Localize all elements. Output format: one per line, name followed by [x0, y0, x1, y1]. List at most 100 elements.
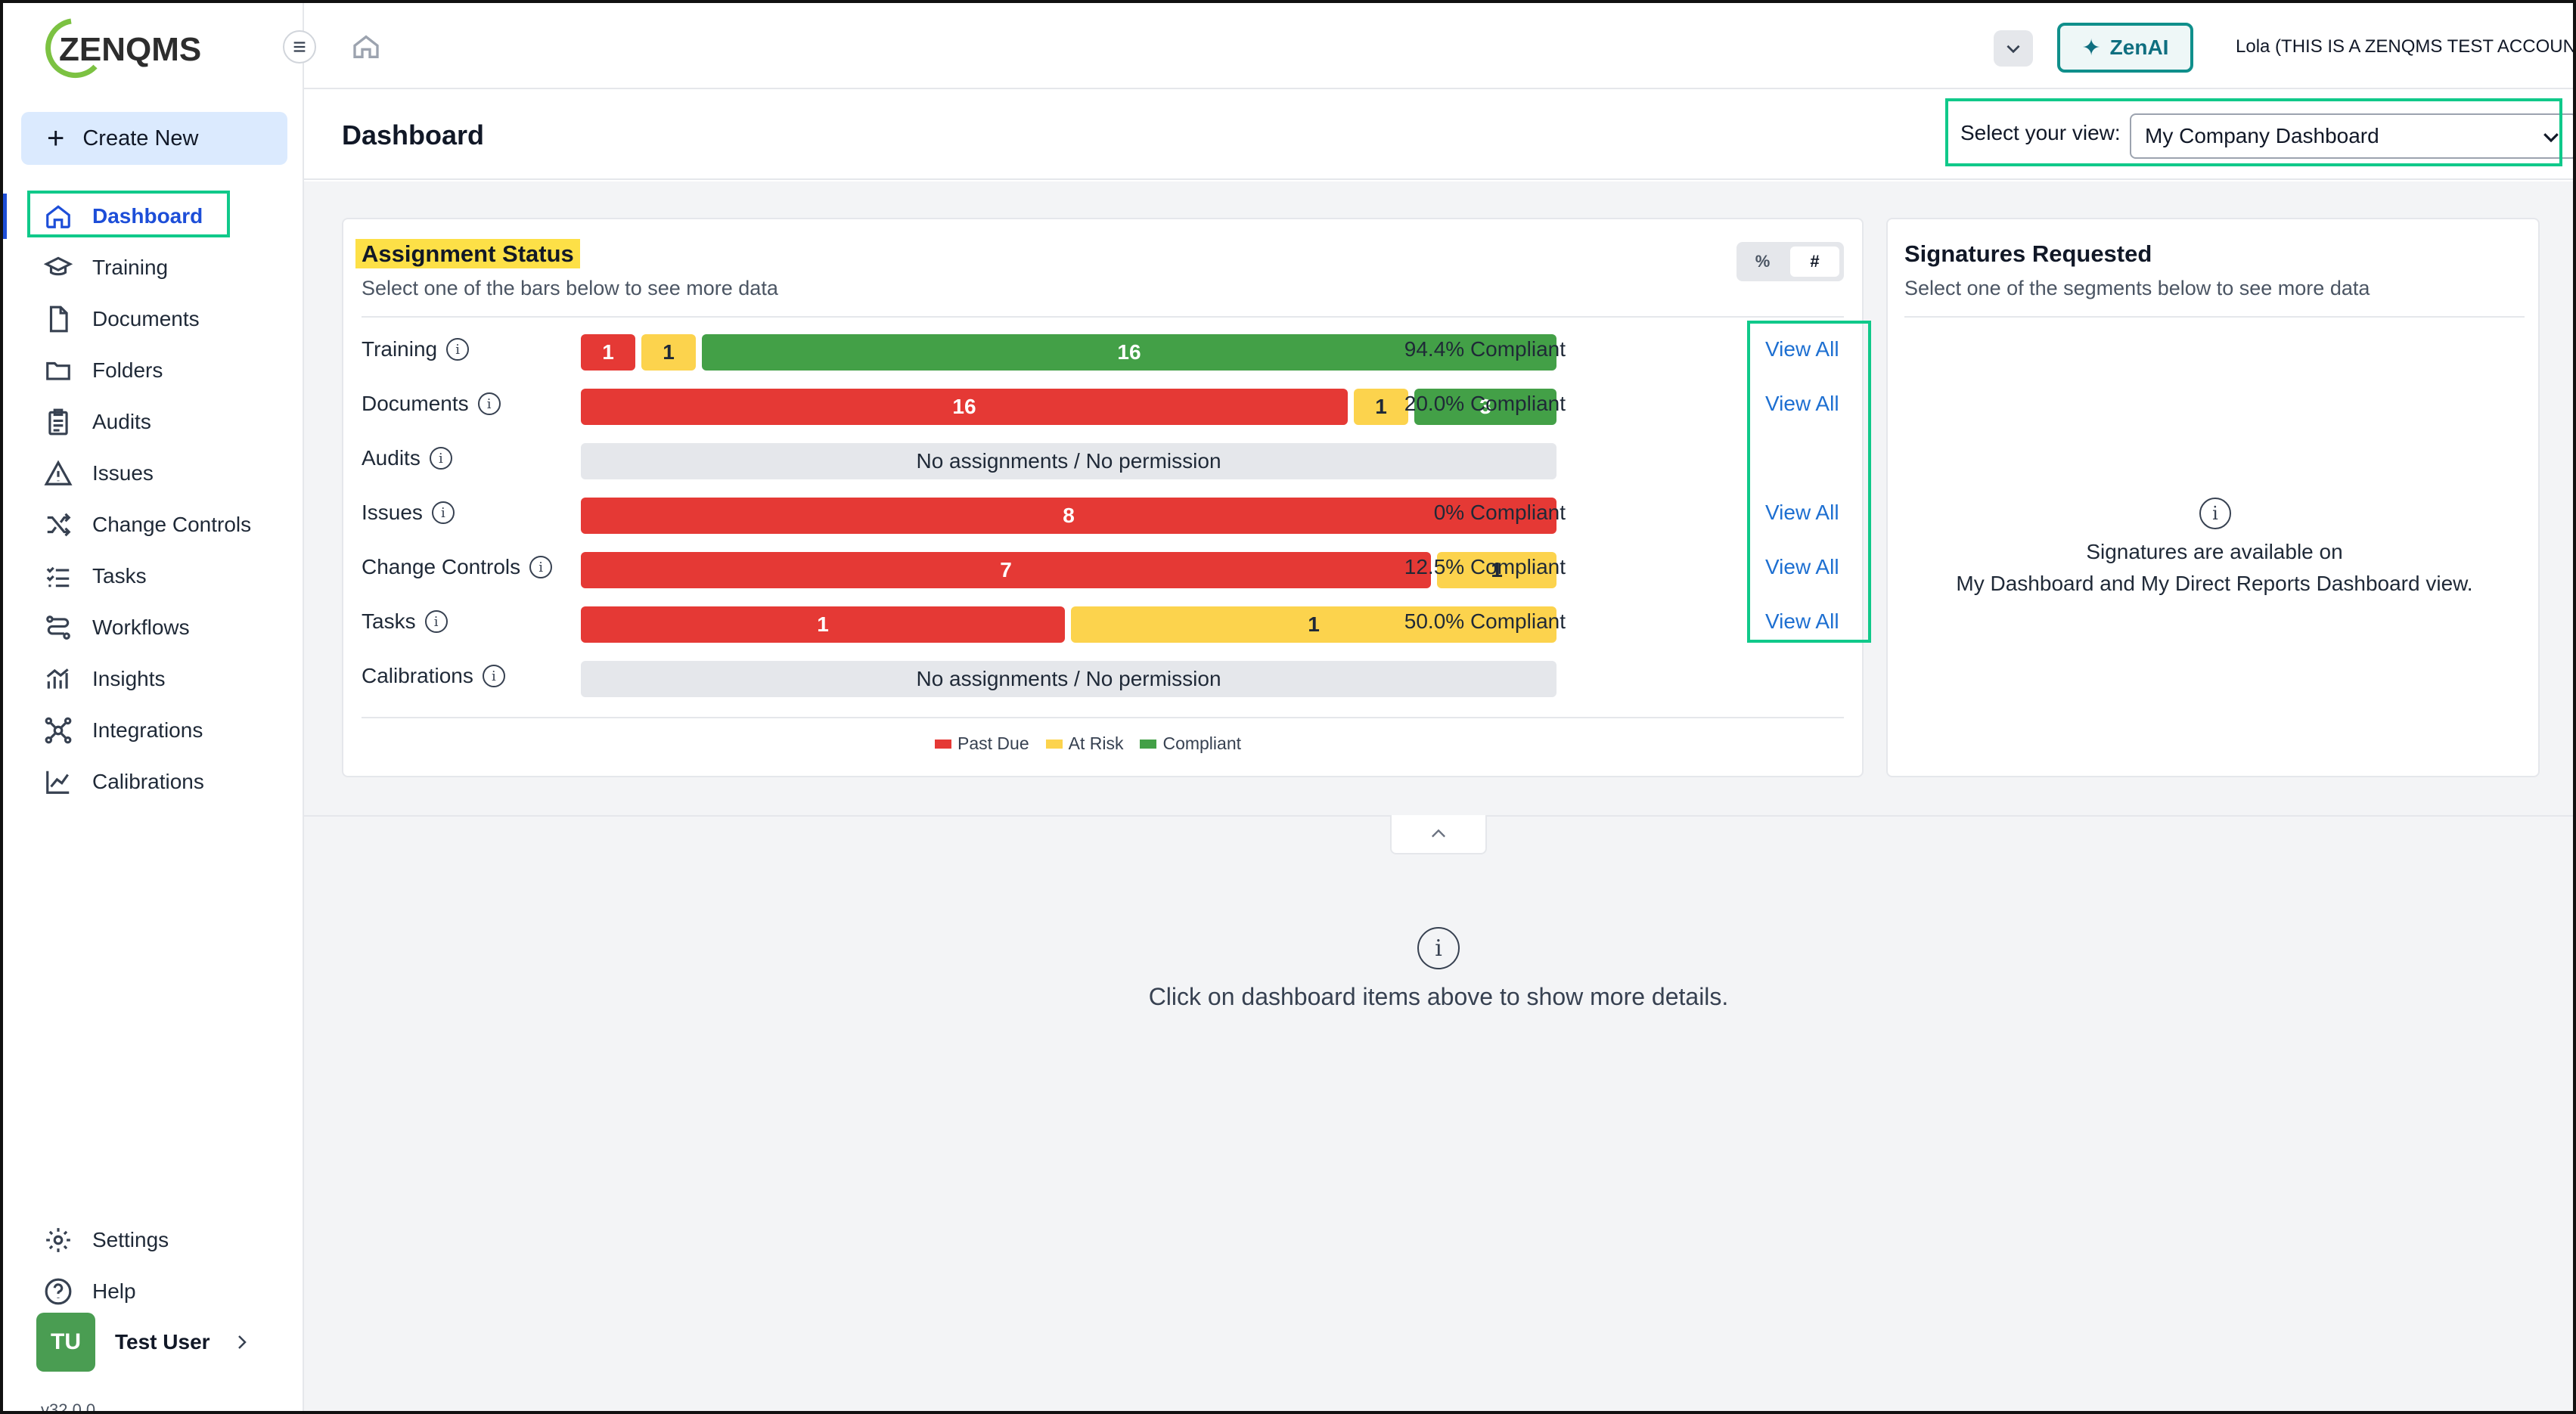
compliance-text: 12.5% Compliant [1404, 555, 1566, 578]
bar-compliant[interactable]: 16 [702, 334, 1556, 371]
view-select[interactable]: My Company Dashboard [2130, 113, 2576, 159]
sidebar-item-help[interactable]: Help [3, 1269, 304, 1314]
bar-at-risk[interactable]: 1 [641, 334, 696, 371]
zenai-button[interactable]: ✦ ZenAI [2057, 23, 2193, 73]
page-title: Dashboard [342, 119, 485, 150]
sidebar-item-change-controls[interactable]: Change Controls [3, 502, 304, 547]
view-all-link-training[interactable]: View All [1765, 337, 1839, 361]
sidebar-item-label: Training [92, 256, 169, 279]
create-new-button[interactable]: + Create New [21, 112, 287, 165]
sidebar-item-insights[interactable]: Insights [3, 656, 304, 702]
row-label-audits: Audits i [362, 446, 452, 470]
version-label: v32.0.0 [41, 1400, 96, 1414]
info-icon[interactable]: i [424, 610, 448, 633]
user-menu[interactable]: TU Test User [36, 1313, 251, 1372]
chart-legend: Past Due At Risk Compliant [918, 733, 1241, 754]
percent-count-toggle[interactable]: % # [1736, 242, 1844, 281]
sidebar-item-audits[interactable]: Audits [3, 399, 304, 445]
signatures-requested-card: Signatures Requested Select one of the s… [1886, 218, 2540, 777]
bar-past-due[interactable]: 7 [581, 552, 1431, 588]
page-header: Dashboard Select your view: My Company D… [304, 89, 2576, 180]
top-bar: ✦ ZenAI Lola (THIS IS A ZENQMS TEST ACCO… [304, 3, 2573, 89]
gear-icon [46, 1228, 70, 1252]
divider [362, 717, 1844, 718]
bar-compliant[interactable]: 3 [1414, 389, 1556, 425]
clipboard-icon [48, 408, 68, 436]
sidebar-item-calibrations[interactable]: Calibrations [3, 759, 304, 805]
row-label-tasks: Tasks i [362, 609, 448, 634]
bar-past-due[interactable]: 8 [581, 498, 1556, 534]
legend-label: Compliant [1162, 733, 1241, 753]
compliance-text: 50.0% Compliant [1404, 609, 1566, 633]
info-icon[interactable]: i [482, 665, 505, 687]
bar-at-risk[interactable]: 1 [1354, 389, 1408, 425]
sidebar-item-settings[interactable]: Settings [3, 1217, 304, 1263]
row-label-training: Training i [362, 337, 470, 361]
card-title: Assignment Status [355, 239, 580, 268]
divider [1904, 316, 2525, 318]
sidebar-toggle-button[interactable] [283, 30, 316, 64]
details-panel: i Click on dashboard items above to show… [304, 815, 2573, 1411]
warning-icon [44, 460, 73, 485]
chevron-up-icon [1432, 829, 1445, 838]
graduation-cap-icon [44, 256, 73, 276]
details-message: Click on dashboard items above to show m… [1148, 983, 1729, 1010]
bar-no-permission: No assignments / No permission [581, 443, 1556, 479]
legend-label: Past Due [957, 733, 1029, 753]
card-subtitle: Select one of the bars below to see more… [362, 277, 778, 299]
compliance-text: 94.4% Compliant [1404, 337, 1566, 361]
menu-icon [293, 42, 306, 52]
document-icon [49, 305, 68, 333]
sidebar-item-training[interactable]: Training [3, 245, 304, 290]
checklist-icon [46, 566, 70, 588]
view-all-link-change-controls[interactable]: View All [1765, 555, 1839, 578]
view-all-link-tasks[interactable]: View All [1765, 609, 1839, 633]
account-name[interactable]: Lola (THIS IS A ZENQMS TEST ACCOUNT [2236, 36, 2573, 57]
chart-icon [46, 668, 69, 689]
view-all-link-documents[interactable]: View All [1765, 392, 1839, 415]
sidebar: ZENQMS + Create New Dashboard Training D… [3, 3, 304, 1414]
bar-past-due[interactable]: 16 [581, 389, 1348, 425]
bar-past-due[interactable]: 1 [581, 334, 635, 371]
main-content: Assignment Status Select one of the bars… [304, 181, 2573, 1411]
toggle-count[interactable]: # [1790, 247, 1839, 277]
info-icon[interactable]: i [529, 556, 553, 578]
sidebar-item-label: Integrations [92, 718, 203, 742]
sidebar-item-dashboard[interactable]: Dashboard [3, 194, 304, 239]
sidebar-item-label: Folders [92, 358, 163, 382]
legend-label: At Risk [1068, 733, 1124, 753]
sidebar-item-workflows[interactable]: Workflows [3, 605, 304, 650]
home-icon [46, 205, 70, 228]
bar-at-risk[interactable]: 1 [1071, 606, 1556, 643]
sidebar-item-label: Tasks [92, 564, 147, 588]
card-subtitle: Select one of the segments below to see … [1904, 277, 2370, 299]
signatures-message-line2: My Dashboard and My Direct Reports Dashb… [1956, 572, 2473, 595]
sidebar-item-tasks[interactable]: Tasks [3, 554, 304, 599]
legend-swatch-compliant [1140, 739, 1157, 749]
row-label-change-controls: Change Controls i [362, 555, 553, 579]
assignment-status-card: Assignment Status Select one of the bars… [342, 218, 1864, 777]
home-icon[interactable] [351, 32, 381, 62]
collapse-panel-button[interactable] [1390, 815, 1487, 854]
sidebar-item-folders[interactable]: Folders [3, 348, 304, 393]
info-icon[interactable]: i [446, 338, 470, 361]
divider [362, 316, 1844, 318]
sidebar-item-documents[interactable]: Documents [3, 296, 304, 342]
toggle-percent[interactable]: % [1755, 252, 1771, 271]
view-all-link-issues[interactable]: View All [1765, 501, 1839, 524]
legend-swatch-at-risk [1045, 739, 1063, 749]
workflow-icon [46, 616, 70, 640]
view-select-label: Select your view: [1960, 121, 2121, 144]
avatar: TU [36, 1313, 95, 1372]
sidebar-item-issues[interactable]: Issues [3, 451, 304, 496]
bar-at-risk[interactable]: 1 [1437, 552, 1556, 588]
info-icon[interactable]: i [431, 501, 455, 524]
sidebar-item-integrations[interactable]: Integrations [3, 708, 304, 753]
quick-menu-dropdown[interactable] [1994, 30, 2033, 67]
info-icon[interactable]: i [429, 447, 452, 470]
bar-past-due[interactable]: 1 [581, 606, 1065, 643]
sidebar-item-label: Settings [92, 1228, 169, 1251]
sparkle-icon: ✦ [2081, 35, 2101, 60]
info-icon[interactable]: i [477, 392, 501, 415]
zenqms-logo[interactable]: ZENQMS [38, 14, 219, 83]
